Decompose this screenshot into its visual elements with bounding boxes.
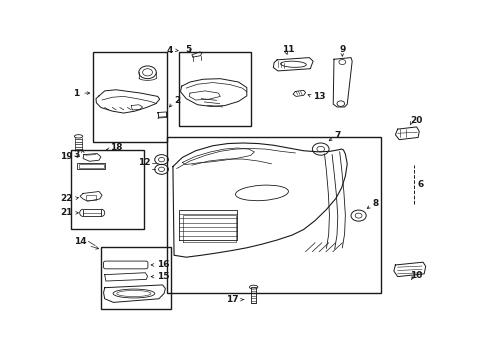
Bar bbox=[85, 195, 96, 200]
Text: 8: 8 bbox=[372, 199, 378, 208]
Text: 16: 16 bbox=[156, 261, 169, 269]
Bar bbox=[101, 247, 171, 309]
Text: 13: 13 bbox=[313, 92, 325, 101]
Bar bbox=[178, 51, 250, 126]
Text: 3: 3 bbox=[73, 150, 80, 158]
Text: 2: 2 bbox=[174, 96, 180, 105]
Text: 9: 9 bbox=[339, 45, 346, 54]
Text: 15: 15 bbox=[156, 272, 169, 281]
Bar bbox=[167, 138, 381, 293]
Text: 18: 18 bbox=[110, 143, 122, 152]
Text: 4: 4 bbox=[166, 46, 173, 55]
Text: 7: 7 bbox=[334, 131, 341, 140]
Text: 5: 5 bbox=[184, 45, 191, 54]
Text: 14: 14 bbox=[74, 237, 87, 246]
Text: 12: 12 bbox=[138, 158, 150, 167]
Text: 11: 11 bbox=[281, 45, 294, 54]
Text: 20: 20 bbox=[409, 116, 421, 125]
Bar bbox=[77, 163, 105, 169]
Bar bbox=[79, 164, 104, 168]
Text: 19: 19 bbox=[60, 152, 72, 161]
Text: 6: 6 bbox=[416, 180, 423, 189]
Bar bbox=[251, 287, 255, 303]
Text: 10: 10 bbox=[409, 271, 421, 280]
Text: 21: 21 bbox=[60, 208, 72, 217]
Bar bbox=[70, 150, 144, 229]
Text: 17: 17 bbox=[225, 295, 238, 304]
Text: 1: 1 bbox=[73, 89, 79, 98]
Text: 22: 22 bbox=[60, 194, 72, 203]
Bar bbox=[93, 51, 167, 141]
Bar bbox=[83, 209, 101, 216]
